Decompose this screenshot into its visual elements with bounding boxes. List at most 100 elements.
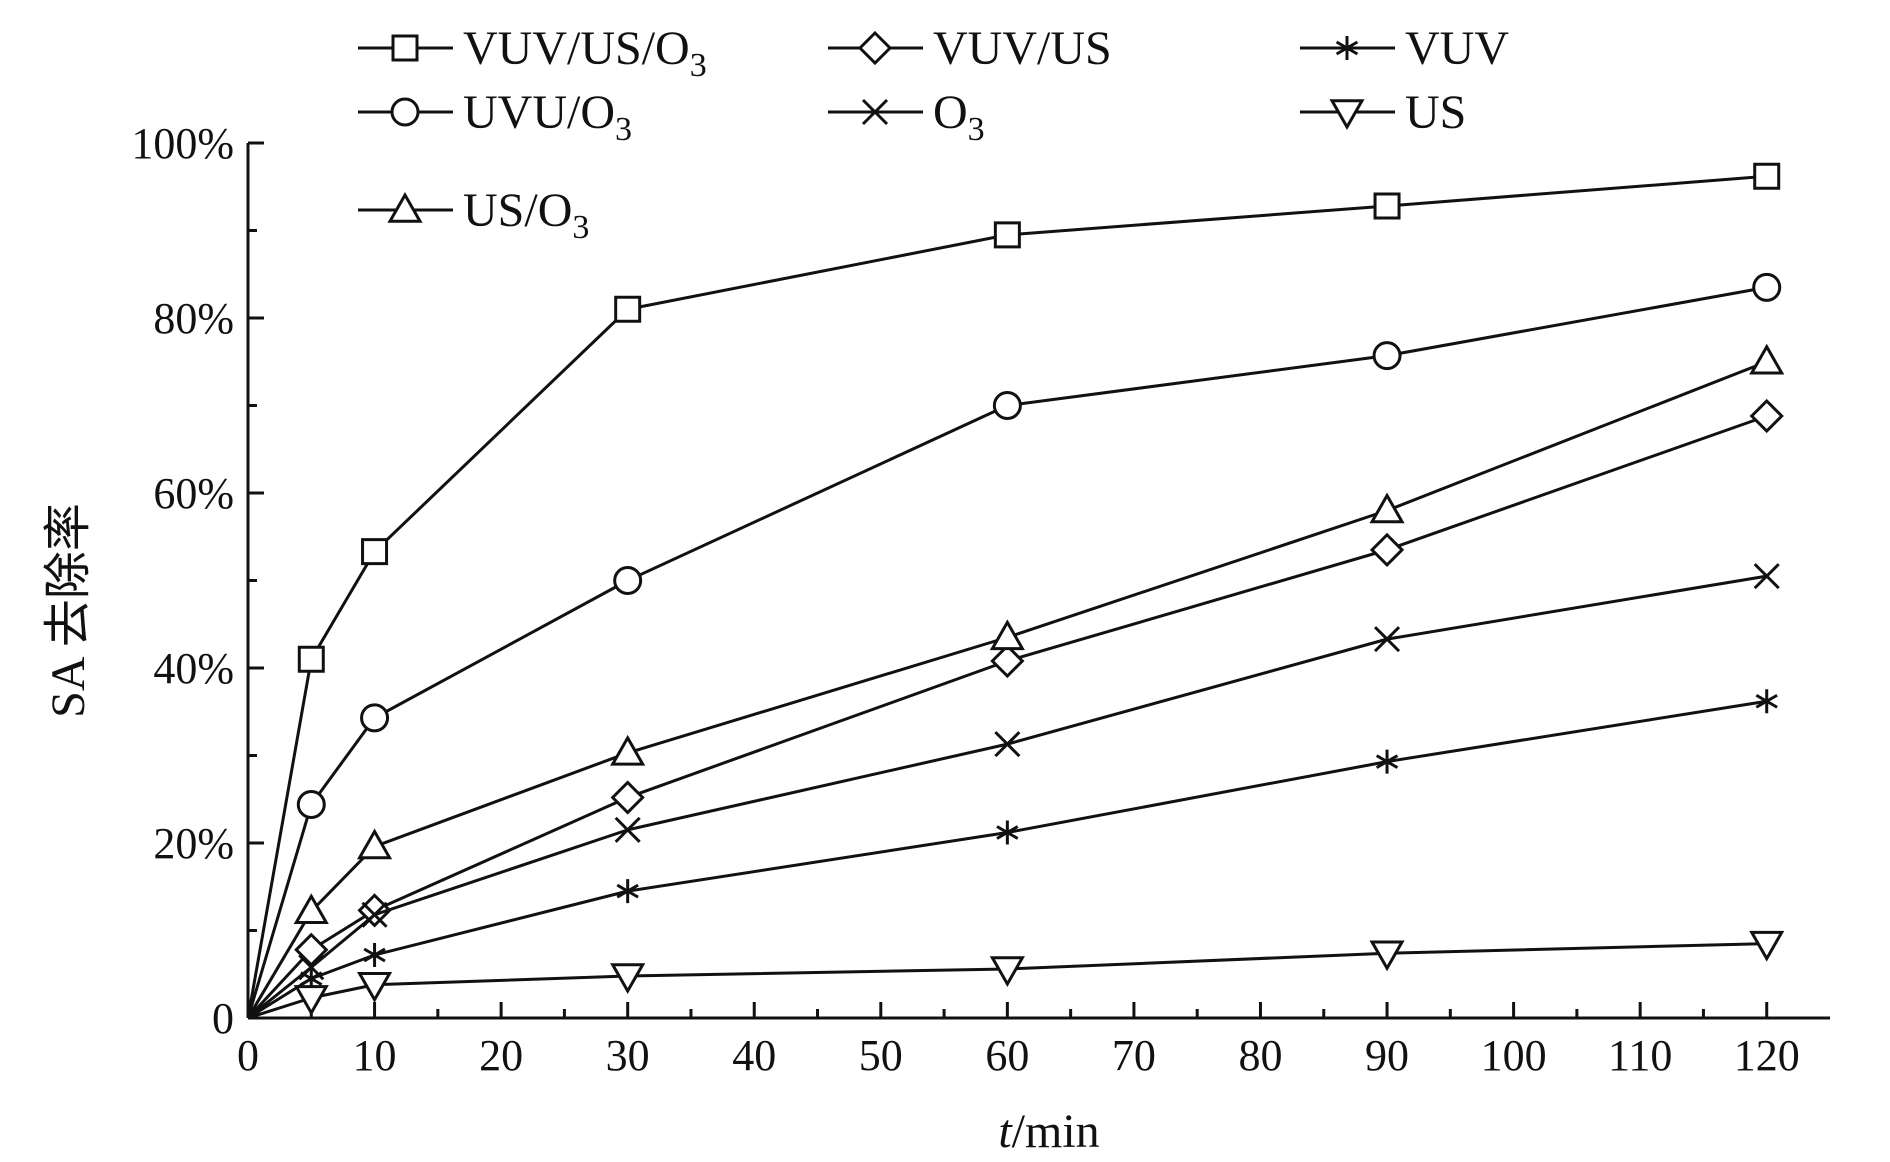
x-axis-title-unit: /min [1012,1105,1100,1158]
x-tick-label: 20 [479,1031,523,1080]
y-tick-label: 60% [153,469,234,518]
series-line-vuv-us [246,414,1768,1020]
x-tick-label: 30 [606,1031,650,1080]
legend-entry-vuv: VUV [1300,22,1509,75]
data-point-uvu-o3 [1372,341,1402,371]
data-point-vuv [1755,689,1778,714]
data-point-vuv-us [990,643,1025,679]
series-uvu-o3 [246,272,1782,1019]
data-point-us [356,972,393,1003]
series-vuv-us [246,398,1784,1020]
data-point-us-o3 [989,619,1025,651]
data-point-o3 [298,954,325,981]
data-point-vuv [363,943,386,967]
data-point-us-o3 [1369,492,1405,524]
x-tick-label: 70 [1112,1031,1156,1080]
x-tick-label: 60 [985,1031,1029,1080]
x-tick-label: 90 [1365,1031,1409,1080]
legend-label-subscript: 3 [690,47,707,84]
series-layer [246,162,1785,1020]
legend-label-text: VUV [1405,22,1509,75]
legend-entry-uvu-o3: UVU/O3 [358,86,632,148]
data-point-o3 [1373,626,1401,653]
legend-label-text: US/O [463,184,572,237]
data-point-o3 [1753,563,1780,590]
legend-label-o3: O3 [933,86,985,148]
legend-marker-vuv-us [857,30,893,66]
x-axis-title: t/min [998,1105,1099,1158]
x-tick-label: 50 [859,1031,903,1080]
x-tick-label: 80 [1238,1031,1282,1080]
y-tick-label: 100% [131,119,234,168]
data-point-us [293,985,329,1016]
data-point-o3 [614,816,641,843]
data-point-vuv-us-o3 [361,538,389,566]
x-tick-label: 100 [1481,1031,1547,1080]
legend-label-us-o3: US/O3 [463,184,589,246]
data-point-vuv [1375,749,1399,774]
series-line-vuv-us-o3 [246,174,1767,1019]
x-tick-label: 10 [353,1031,397,1080]
data-point-vuv-us [294,932,329,967]
data-point-us-o3 [610,734,646,766]
series-vuv [247,689,1778,1020]
data-point-vuv-us-o3 [614,295,642,323]
data-point-vuv-us-o3 [297,645,325,673]
legend-label-text: VUV/US [933,22,1112,75]
legend-label-vuv-us-o3: VUV/US/O3 [463,22,707,84]
legend-entry-vuv-us-o3: VUV/US/O3 [358,22,707,84]
legend-marker-us-o3 [387,191,423,223]
data-point-vuv [616,879,639,904]
data-point-uvu-o3 [1752,272,1782,302]
data-point-vuv-us-o3 [993,221,1021,249]
data-point-vuv-us [610,780,645,815]
x-axis-title-variable: t [998,1105,1013,1158]
series-us [247,930,1785,1020]
series-line-us-o3 [246,360,1768,1019]
data-point-us-o3 [1749,343,1785,375]
legend-entry-us: US [1300,86,1466,139]
y-tick-label: 20% [153,819,234,868]
legend-label-vuv-us: VUV/US [933,22,1112,75]
series-us-o3 [246,343,1785,1019]
data-point-us [610,963,646,995]
data-point-vuv-us-o3 [1753,162,1781,190]
legend-label-vuv: VUV [1405,22,1509,75]
data-point-uvu-o3 [360,703,390,733]
y-tick-label: 80% [153,294,234,343]
data-point-us-o3 [293,893,329,924]
axes: 0 10 20 30 40 50 60 70 80 90 100 110 120 0 20% 40% 60% 80… [42,119,1830,1158]
data-point-us [989,956,1025,988]
legend-label-subscript: 3 [968,111,985,148]
data-point-us-o3 [356,828,393,860]
data-point-vuv-us [1369,532,1405,567]
y-tick-label: 40% [153,644,234,693]
y-tick-label: 0 [212,994,234,1043]
legend-label-subscript: 3 [572,209,589,246]
data-point-uvu-o3 [296,790,326,819]
legend-entry-o3: O3 [828,86,985,148]
data-point-uvu-o3 [613,566,643,595]
legend-label-subscript: 3 [615,111,632,148]
data-point-us [1369,940,1405,972]
legend-label-text: UVU/O [463,86,615,139]
legend-marker-vuv-us-o3 [391,34,419,62]
legend-label-uvu-o3: UVU/O3 [463,86,632,148]
y-axis-title: SA 去除率 [42,503,95,718]
data-point-vuv-us-o3 [1373,192,1401,220]
legend-label-text: VUV/US/O [463,22,690,75]
legend-label-text: O [933,86,968,139]
x-tick-label: 110 [1608,1031,1672,1080]
data-point-uvu-o3 [992,391,1022,420]
legend-label-us: US [1405,86,1466,139]
legend-marker-vuv [1335,36,1359,60]
legend-marker-uvu-o3 [390,97,420,127]
series-vuv-us-o3 [246,162,1781,1019]
x-tick-label: 0 [237,1031,259,1080]
x-tick-label: 120 [1734,1031,1800,1080]
legend-label-text: US [1405,86,1466,139]
series-o3 [247,563,1780,1020]
